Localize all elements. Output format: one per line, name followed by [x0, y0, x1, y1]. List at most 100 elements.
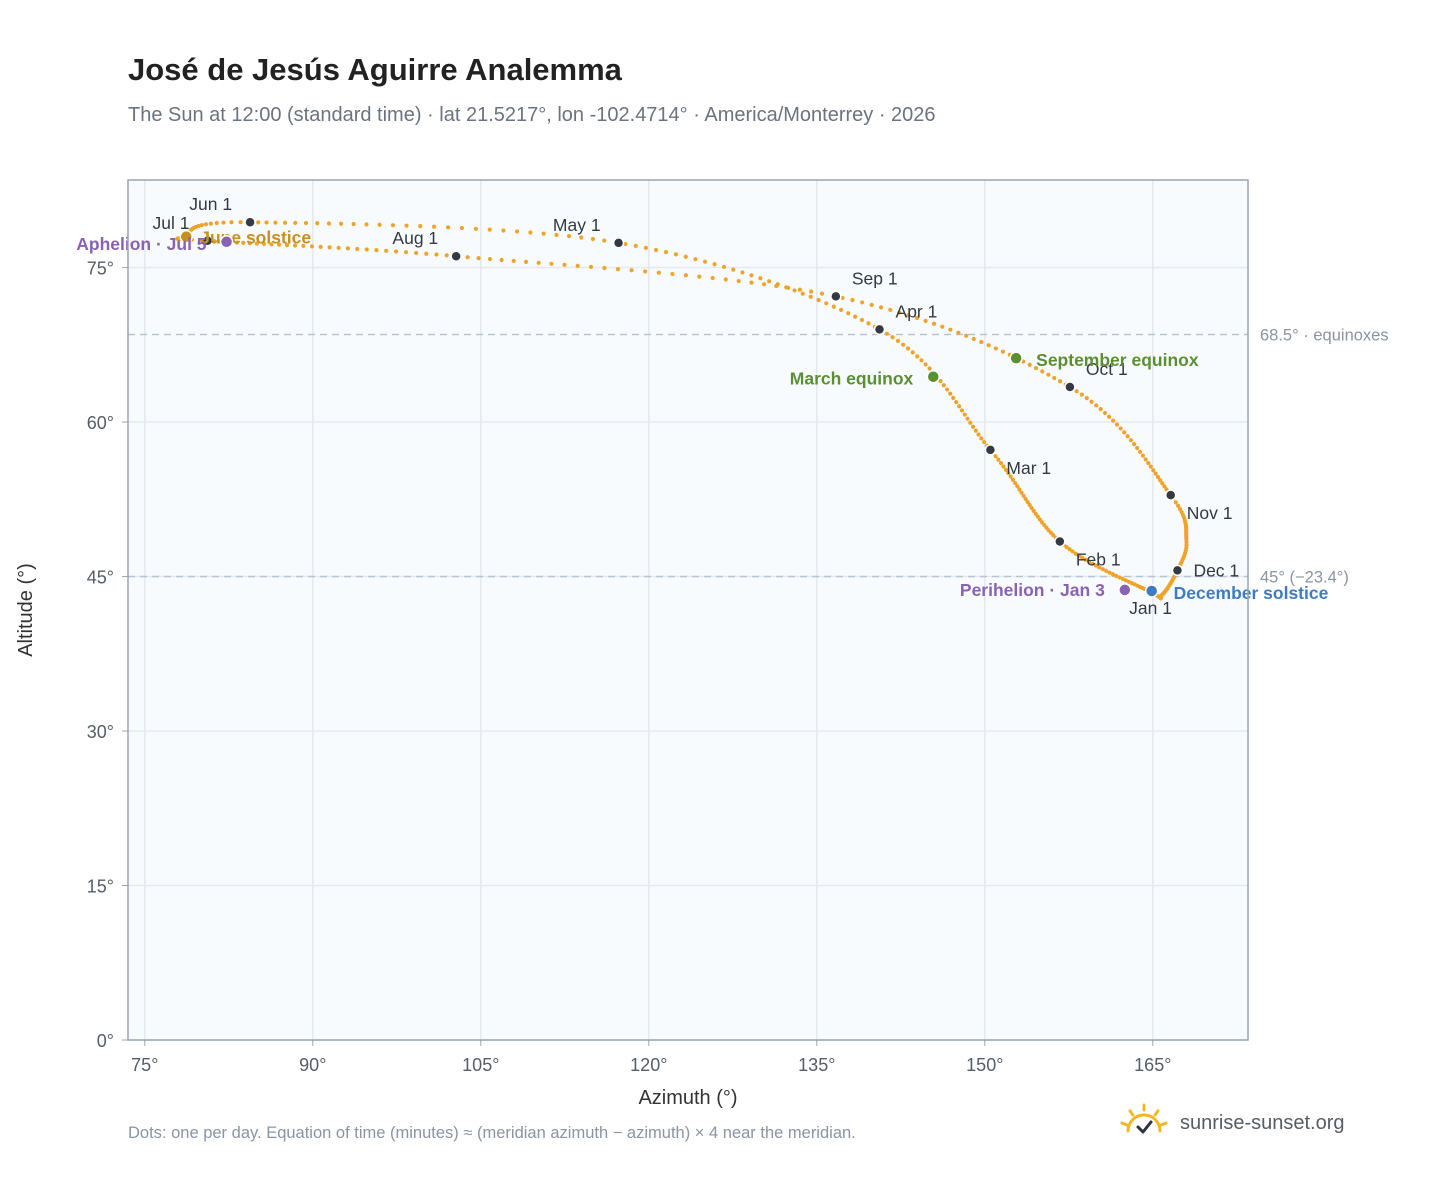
daily-sun-dot — [487, 227, 492, 232]
daily-sun-dot — [1008, 474, 1013, 479]
daily-sun-dot — [948, 327, 953, 332]
daily-sun-dot — [541, 231, 546, 236]
daily-sun-dot — [212, 239, 217, 244]
daily-sun-dot — [673, 252, 679, 257]
month-label: Apr 1 — [896, 301, 938, 321]
daily-sun-dot — [656, 270, 661, 275]
daily-sun-dot — [938, 378, 943, 384]
daily-sun-dot — [445, 225, 451, 230]
daily-sun-dot — [623, 241, 628, 247]
daily-sun-dot — [850, 297, 855, 303]
daily-sun-dot — [1080, 555, 1085, 560]
daily-sun-dot — [1027, 502, 1032, 508]
y-tick-label: 0° — [97, 1031, 114, 1051]
daily-sun-dot — [1137, 449, 1143, 454]
month-marker — [244, 216, 256, 228]
daily-sun-dot — [315, 221, 320, 226]
daily-sun-dot — [364, 247, 369, 252]
daily-sun-dot — [758, 276, 763, 281]
daily-sun-dot — [749, 273, 754, 278]
event-marker — [1118, 583, 1132, 597]
daily-sun-dot — [528, 230, 533, 235]
daily-sun-dot — [1079, 392, 1084, 397]
daily-sun-dot — [566, 234, 572, 239]
daily-sun-dot — [1017, 487, 1022, 492]
daily-sun-dot — [629, 268, 634, 273]
daily-sun-dot — [1148, 464, 1153, 469]
daily-sun-dot — [1146, 460, 1151, 466]
daily-sun-dot — [1128, 438, 1134, 443]
daily-sun-dot — [326, 221, 332, 226]
daily-sun-dot — [293, 220, 298, 225]
x-tick-label: 165° — [1134, 1055, 1171, 1075]
daily-sun-dot — [996, 457, 1001, 462]
daily-sun-dot — [973, 428, 978, 433]
daily-sun-dot — [1019, 490, 1024, 495]
daily-sun-dot — [590, 236, 596, 242]
daily-sun-dot — [982, 439, 987, 445]
daily-sun-dot — [959, 408, 965, 413]
daily-sun-dot — [1027, 362, 1032, 367]
daily-sun-dot — [1074, 389, 1079, 394]
daily-sun-dot — [809, 289, 814, 294]
daily-sun-dot — [774, 283, 779, 289]
daily-sun-dot — [318, 244, 323, 249]
daily-sun-dot — [816, 297, 821, 303]
month-marker — [201, 235, 214, 247]
event-label: September equinox — [1036, 350, 1199, 370]
daily-sun-dot — [615, 267, 621, 272]
daily-sun-dot — [1114, 573, 1119, 578]
daily-sun-dot — [1057, 379, 1063, 384]
daily-sun-dot — [1120, 576, 1125, 582]
daily-sun-dot — [1073, 551, 1078, 556]
daily-sun-dot — [1089, 399, 1094, 404]
daily-sun-dot — [923, 318, 928, 323]
daily-sun-dot — [1025, 499, 1030, 505]
daily-sun-dot — [536, 260, 541, 265]
daily-sun-dot — [501, 228, 506, 233]
event-label: March equinox — [790, 369, 914, 389]
daily-sun-dot — [968, 420, 973, 425]
daily-sun-dot — [1090, 561, 1095, 566]
daily-sun-dot — [1084, 396, 1089, 401]
x-tick-label: 90° — [299, 1055, 326, 1075]
daily-sun-dot — [418, 224, 423, 229]
daily-sun-dot — [884, 331, 890, 336]
daily-sun-dot — [511, 258, 516, 264]
daily-sun-dot — [663, 250, 669, 255]
y-tick-label: 45° — [87, 568, 114, 588]
daily-sun-dot — [964, 333, 969, 338]
daily-sun-dot — [404, 223, 409, 228]
month-label: Sep 1 — [852, 268, 898, 288]
daily-sun-dot — [869, 302, 874, 307]
daily-sun-dot — [808, 294, 813, 299]
daily-sun-dot — [910, 350, 915, 355]
daily-sun-dot — [697, 274, 702, 279]
daily-sun-dot — [944, 387, 950, 392]
month-marker — [830, 290, 842, 303]
daily-sun-dot — [1046, 372, 1051, 377]
daily-sun-dot — [229, 220, 234, 225]
daily-sun-dot — [693, 257, 698, 262]
footnote: Dots: one per day. Equation of time (min… — [128, 1124, 856, 1142]
daily-sun-dot — [1100, 567, 1105, 572]
daily-sun-dot — [986, 343, 991, 348]
daily-sun-dot — [1155, 474, 1161, 480]
daily-sun-dot — [797, 287, 802, 292]
month-marker — [612, 237, 625, 249]
daily-sun-dot — [653, 247, 659, 253]
daily-sun-dot — [1162, 484, 1167, 489]
daily-sun-dot — [1111, 418, 1116, 423]
daily-sun-dot — [931, 321, 937, 326]
daily-sun-dot — [749, 280, 754, 285]
daily-sun-dot — [1151, 468, 1156, 473]
daily-sun-dot — [351, 221, 356, 227]
x-tick-label: 105° — [462, 1055, 499, 1075]
y-tick-label: 30° — [87, 722, 114, 742]
daily-sun-dot — [948, 391, 953, 396]
chart-subtitle: The Sun at 12:00 (standard time) · lat 2… — [128, 104, 936, 126]
x-tick-label: 150° — [966, 1055, 1003, 1075]
daily-sun-dot — [957, 404, 962, 409]
brand-logo[interactable]: sunrise-sunset.org — [1118, 1100, 1345, 1146]
daily-sun-dot — [1006, 471, 1011, 476]
